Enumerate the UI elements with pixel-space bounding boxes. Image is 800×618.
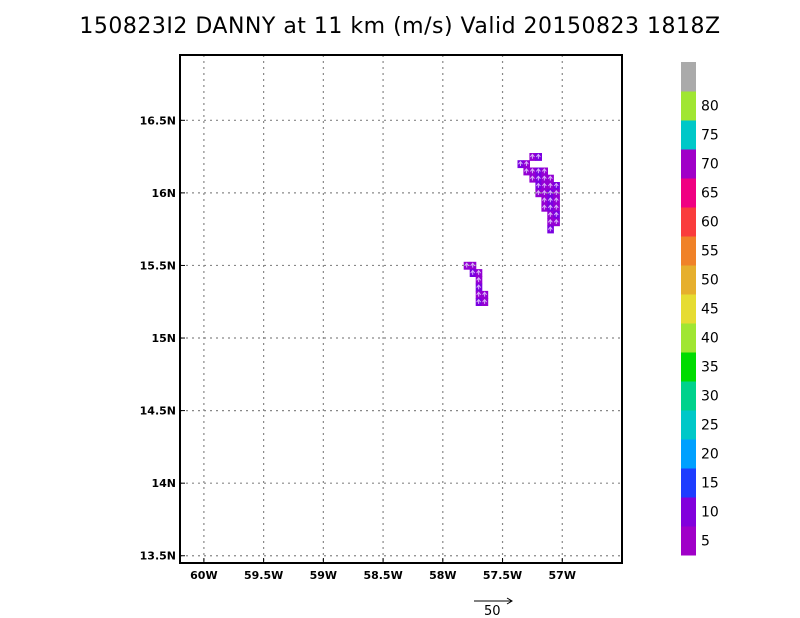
wind-vector	[535, 175, 541, 181]
wind-vector	[524, 160, 529, 166]
x-axis: 60W 59.5W 59W 58.5W 58W 57.5W 57W	[190, 558, 576, 582]
wind-vector	[524, 168, 529, 174]
colorbar-label: 70	[701, 157, 719, 173]
colorbar-swatch	[681, 294, 696, 324]
wind-vector	[547, 189, 553, 196]
wind-vector	[530, 175, 535, 181]
colorbar-swatch	[681, 207, 696, 237]
wind-vector	[530, 168, 535, 174]
colorbar-label: 50	[701, 273, 719, 289]
wind-vector	[482, 291, 488, 297]
wind-vector	[535, 153, 541, 159]
wind-vector	[553, 211, 559, 217]
colorbar-label: 75	[701, 128, 719, 144]
wind-vector	[553, 182, 559, 188]
wind-arrows-layer	[464, 153, 559, 304]
wind-vector	[476, 269, 482, 275]
chart-title: 150823I2 DANNY at 11 km (m/s) Valid 2015…	[79, 14, 721, 39]
y-tick-label: 15N	[151, 332, 176, 345]
colorbar-swatch	[681, 91, 696, 121]
colorbar-swatch	[681, 120, 696, 150]
wind-vector	[547, 218, 553, 225]
colorbar-label: 25	[701, 418, 719, 434]
y-tick-label: 15.5N	[140, 259, 176, 272]
y-tick-label: 14.5N	[140, 405, 176, 418]
colorbar-label: 15	[701, 476, 719, 492]
wind-vector	[476, 291, 482, 297]
colorbar-swatch	[681, 323, 696, 353]
wind-vector	[535, 182, 541, 188]
colorbar-label: 40	[701, 331, 719, 347]
x-tick-label: 59W	[310, 569, 337, 582]
wind-vector	[476, 277, 482, 283]
colorbar-label: 55	[701, 244, 719, 260]
y-axis: 13.5N 14N 14.5N 15N 15.5N 16N 16.5N	[140, 114, 185, 563]
x-tick-label: 57W	[549, 569, 576, 582]
wind-vector	[530, 153, 535, 159]
colorbar-swatch	[681, 178, 696, 208]
colorbar-label: 5	[701, 534, 710, 550]
wind-vector	[547, 175, 553, 181]
wind-vector	[553, 204, 559, 210]
x-tick-label: 59.5W	[244, 569, 283, 582]
wind-vector	[541, 168, 547, 174]
colorbar-label: 60	[701, 215, 719, 231]
wind-vector	[553, 218, 559, 225]
colorbar-swatch	[681, 381, 696, 411]
wind-vector	[547, 226, 553, 232]
colorbar-swatch	[681, 236, 696, 266]
colorbar-label: 35	[701, 360, 719, 376]
wind-vector	[535, 189, 541, 196]
wind-vector	[541, 175, 547, 181]
wind-vector	[470, 262, 476, 268]
x-tick-label: 60W	[190, 569, 217, 582]
colorbar-label: 20	[701, 447, 719, 463]
wind-vector	[547, 197, 553, 203]
plot-frame	[179, 54, 623, 564]
wind-vector	[541, 189, 547, 196]
vector-scale-label: 50	[484, 604, 501, 618]
y-tick-label: 14N	[151, 477, 176, 490]
wind-vector	[518, 160, 523, 166]
colorbar-swatch	[681, 265, 696, 295]
colorbar-swatch	[681, 468, 696, 498]
wind-vector	[482, 298, 488, 304]
colorbar-swatch	[681, 149, 696, 179]
colorbar-label: 80	[701, 99, 719, 115]
wind-vector	[541, 204, 547, 210]
colorbar-swatch	[681, 439, 696, 469]
colorbar-swatch	[681, 497, 696, 527]
wind-vector	[464, 262, 470, 268]
x-tick-label: 58W	[429, 569, 456, 582]
vector-scale-key: 50	[474, 597, 513, 618]
wind-vector	[547, 211, 553, 217]
colorbar-swatch	[681, 526, 696, 556]
colorbar-swatch	[681, 62, 696, 92]
x-tick-label: 58.5W	[363, 569, 402, 582]
wind-vector	[541, 182, 547, 188]
colorbar-label: 30	[701, 389, 719, 405]
colorbar-swatch	[681, 352, 696, 382]
vector-scale-arrowhead	[506, 597, 513, 605]
wind-vector	[541, 197, 547, 203]
colorbar-label: 45	[701, 302, 719, 318]
colorbar-swatch	[681, 410, 696, 440]
y-tick-label: 16.5N	[140, 114, 176, 127]
wind-vector	[476, 284, 482, 290]
wind-vector	[535, 168, 541, 174]
colorbar-label: 65	[701, 186, 719, 202]
x-tick-label: 57.5W	[483, 569, 522, 582]
y-tick-label: 13.5N	[140, 550, 176, 563]
wind-vector	[476, 298, 482, 304]
grid-layer	[180, 55, 622, 563]
wind-vector	[470, 269, 476, 275]
y-tick-label: 16N	[151, 187, 176, 200]
wind-vector	[547, 204, 553, 210]
wind-vector	[553, 189, 559, 196]
wind-vector	[547, 182, 553, 188]
wind-vector	[553, 197, 559, 203]
colorbar-label: 10	[701, 505, 719, 521]
